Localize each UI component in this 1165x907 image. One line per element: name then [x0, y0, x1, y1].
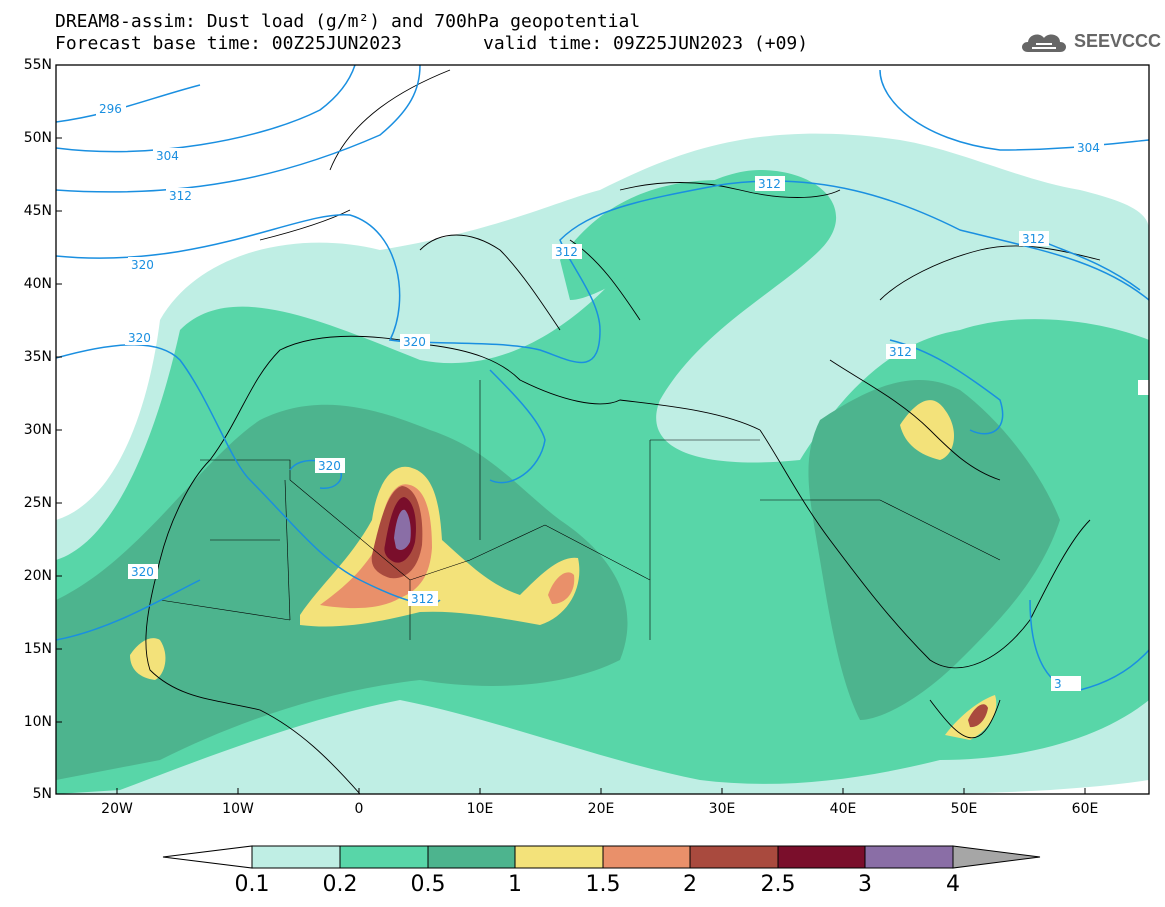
contour-label: 296: [99, 102, 122, 116]
lon-label: 10E: [466, 801, 494, 817]
lat-label: 30N: [23, 422, 52, 438]
contour-label: 320: [403, 335, 426, 349]
contour-label: 312: [555, 245, 578, 259]
colorbar-bin: [339, 845, 429, 869]
lon-label: 50E: [950, 801, 978, 817]
dust-layer-0.5-east: [808, 380, 1060, 720]
lat-label: 55N: [23, 57, 52, 73]
lat-label: 45N: [23, 203, 52, 219]
colorbar-low-arrow: [162, 845, 253, 869]
colorbar-bin: [427, 845, 516, 869]
dust-layer-2-somalia: [968, 704, 988, 728]
contour-label: 320: [128, 331, 151, 345]
logo-text: SEEVCCC: [1074, 31, 1162, 51]
colorbar-label: 1: [508, 872, 522, 897]
lon-label: 0: [354, 801, 364, 817]
contour-labels: 296 304 312 320 320 320 320 320 312 312 …: [96, 101, 1149, 691]
lat-label: 25N: [23, 495, 52, 511]
contour-label: 312: [889, 345, 912, 359]
colorbar-bin: [514, 845, 604, 869]
seevccc-logo: SEEVCCC: [1018, 28, 1161, 56]
contour-label: 3: [1054, 677, 1062, 691]
contour-label: 320: [318, 459, 341, 473]
colorbar-bin: [602, 845, 691, 869]
dust-layer-3: [394, 509, 411, 550]
contour-label: 312: [411, 592, 434, 606]
colorbar-label: 1.5: [585, 872, 621, 897]
dust-layer-0.2-north: [560, 180, 806, 300]
lon-label: 60E: [1071, 801, 1099, 817]
base-time: Forecast base time: 00Z25JUN2023: [55, 33, 402, 54]
contour-label: 312: [758, 177, 781, 191]
lon-label: 20W: [101, 801, 133, 817]
colorbar-label: 0.1: [234, 872, 270, 897]
colorbar-bin: [777, 845, 866, 869]
lon-label: 20E: [587, 801, 615, 817]
colorbar-label: 4: [946, 872, 960, 897]
lat-label: 50N: [23, 130, 52, 146]
colorbar-label: 0.5: [410, 872, 446, 897]
valid-time: valid time: 09Z25JUN2023 (+09): [483, 33, 809, 54]
lat-label: 15N: [23, 641, 52, 657]
dust-layer-1.5-east: [548, 572, 575, 604]
colorbar-bin: [251, 845, 341, 869]
colorbar-high-arrow: [952, 845, 1041, 869]
colorbar-label: 2: [683, 872, 697, 897]
colorbar-label: 3: [858, 872, 872, 897]
lon-label: 40E: [829, 801, 857, 817]
contour-label: 304: [1077, 141, 1100, 155]
lat-label: 20N: [23, 568, 52, 584]
colorbar: [162, 845, 1041, 869]
cloud-icon: [1022, 34, 1066, 52]
contour-label: 304: [156, 149, 179, 163]
contour-label: 320: [131, 258, 154, 272]
forecast-time-line: Forecast base time: 00Z25JUN2023 valid ti…: [55, 33, 808, 54]
lat-label: 40N: [23, 276, 52, 292]
colorbar-bin: [864, 845, 954, 869]
lat-label: 10N: [23, 714, 52, 730]
contour-label: 312: [169, 189, 192, 203]
contour-label: 320: [131, 565, 154, 579]
contour-label: 312: [1022, 232, 1045, 246]
lat-label: 5N: [32, 786, 52, 802]
lon-label: 30E: [708, 801, 736, 817]
colorbar-label: 0.2: [322, 872, 358, 897]
map-title: DREAM8-assim: Dust load (g/m²) and 700hP…: [55, 11, 641, 32]
axis-ticks: [56, 64, 1086, 794]
colorbar-bin: [689, 845, 779, 869]
lon-label: 10W: [222, 801, 254, 817]
geopotential-contours: [56, 65, 1149, 691]
lat-label: 35N: [23, 349, 52, 365]
colorbar-label: 2.5: [760, 872, 796, 897]
